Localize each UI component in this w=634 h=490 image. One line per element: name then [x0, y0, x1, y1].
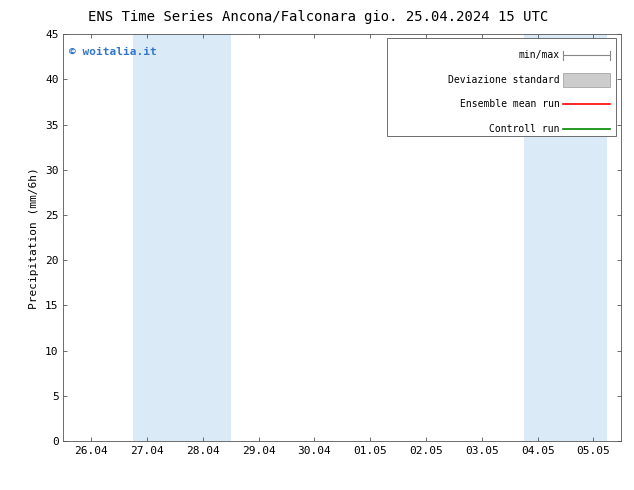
Text: gio. 25.04.2024 15 UTC: gio. 25.04.2024 15 UTC [365, 10, 548, 24]
Text: min/max: min/max [519, 50, 560, 60]
Text: Ensemble mean run: Ensemble mean run [460, 99, 560, 109]
Text: Controll run: Controll run [489, 123, 560, 134]
Bar [524, 34, 566, 441]
FancyBboxPatch shape [387, 38, 616, 136]
Text: © woitalia.it: © woitalia.it [69, 47, 157, 56]
Bar [566, 34, 607, 441]
Y-axis label: Precipitation (mm/6h): Precipitation (mm/6h) [30, 167, 39, 309]
Bar [175, 34, 231, 441]
Bar [133, 34, 175, 441]
Bar [563, 73, 610, 87]
Text: ENS Time Series Ancona/Falconara: ENS Time Series Ancona/Falconara [88, 10, 356, 24]
Text: Deviazione standard: Deviazione standard [448, 75, 560, 85]
